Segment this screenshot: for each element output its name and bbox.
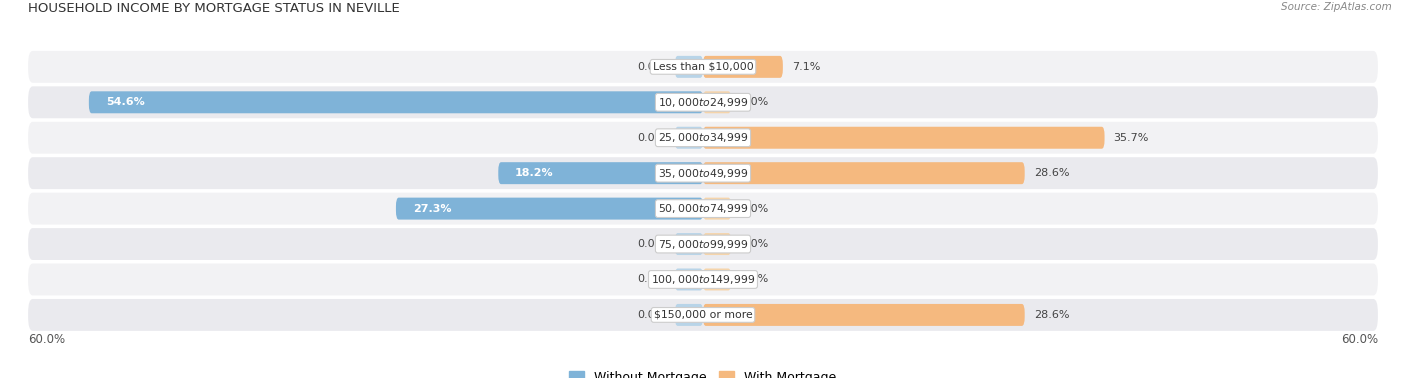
Text: $10,000 to $24,999: $10,000 to $24,999 bbox=[658, 96, 748, 109]
FancyBboxPatch shape bbox=[675, 127, 703, 149]
Text: 0.0%: 0.0% bbox=[740, 274, 768, 285]
Text: 35.7%: 35.7% bbox=[1114, 133, 1149, 143]
Text: $25,000 to $34,999: $25,000 to $34,999 bbox=[658, 131, 748, 144]
Text: Source: ZipAtlas.com: Source: ZipAtlas.com bbox=[1281, 2, 1392, 12]
Text: $35,000 to $49,999: $35,000 to $49,999 bbox=[658, 167, 748, 180]
FancyBboxPatch shape bbox=[703, 268, 731, 290]
Text: $75,000 to $99,999: $75,000 to $99,999 bbox=[658, 237, 748, 251]
FancyBboxPatch shape bbox=[703, 304, 1025, 326]
FancyBboxPatch shape bbox=[703, 56, 783, 78]
FancyBboxPatch shape bbox=[703, 198, 731, 220]
FancyBboxPatch shape bbox=[396, 198, 703, 220]
FancyBboxPatch shape bbox=[28, 122, 1378, 154]
Text: 60.0%: 60.0% bbox=[28, 333, 65, 346]
Text: 7.1%: 7.1% bbox=[792, 62, 820, 72]
FancyBboxPatch shape bbox=[498, 162, 703, 184]
Text: 0.0%: 0.0% bbox=[638, 239, 666, 249]
FancyBboxPatch shape bbox=[28, 299, 1378, 331]
Text: 60.0%: 60.0% bbox=[1341, 333, 1378, 346]
Text: 0.0%: 0.0% bbox=[638, 62, 666, 72]
Text: HOUSEHOLD INCOME BY MORTGAGE STATUS IN NEVILLE: HOUSEHOLD INCOME BY MORTGAGE STATUS IN N… bbox=[28, 2, 399, 15]
FancyBboxPatch shape bbox=[703, 91, 731, 113]
FancyBboxPatch shape bbox=[28, 228, 1378, 260]
Text: 28.6%: 28.6% bbox=[1033, 168, 1069, 178]
Text: 0.0%: 0.0% bbox=[740, 97, 768, 107]
FancyBboxPatch shape bbox=[675, 56, 703, 78]
Text: 28.6%: 28.6% bbox=[1033, 310, 1069, 320]
FancyBboxPatch shape bbox=[703, 233, 731, 255]
FancyBboxPatch shape bbox=[703, 162, 1025, 184]
FancyBboxPatch shape bbox=[703, 127, 1105, 149]
Text: $50,000 to $74,999: $50,000 to $74,999 bbox=[658, 202, 748, 215]
Text: 0.0%: 0.0% bbox=[638, 310, 666, 320]
Legend: Without Mortgage, With Mortgage: Without Mortgage, With Mortgage bbox=[564, 366, 842, 378]
Text: $100,000 to $149,999: $100,000 to $149,999 bbox=[651, 273, 755, 286]
Text: 0.0%: 0.0% bbox=[638, 133, 666, 143]
FancyBboxPatch shape bbox=[675, 268, 703, 290]
Text: 54.6%: 54.6% bbox=[105, 97, 145, 107]
Text: 27.3%: 27.3% bbox=[413, 204, 451, 214]
Text: 0.0%: 0.0% bbox=[740, 204, 768, 214]
FancyBboxPatch shape bbox=[89, 91, 703, 113]
Text: 0.0%: 0.0% bbox=[740, 239, 768, 249]
FancyBboxPatch shape bbox=[675, 233, 703, 255]
Text: 18.2%: 18.2% bbox=[515, 168, 554, 178]
FancyBboxPatch shape bbox=[28, 86, 1378, 118]
Text: Less than $10,000: Less than $10,000 bbox=[652, 62, 754, 72]
FancyBboxPatch shape bbox=[28, 193, 1378, 225]
Text: 0.0%: 0.0% bbox=[638, 274, 666, 285]
FancyBboxPatch shape bbox=[28, 263, 1378, 296]
FancyBboxPatch shape bbox=[28, 51, 1378, 83]
FancyBboxPatch shape bbox=[675, 304, 703, 326]
FancyBboxPatch shape bbox=[28, 157, 1378, 189]
Text: $150,000 or more: $150,000 or more bbox=[654, 310, 752, 320]
